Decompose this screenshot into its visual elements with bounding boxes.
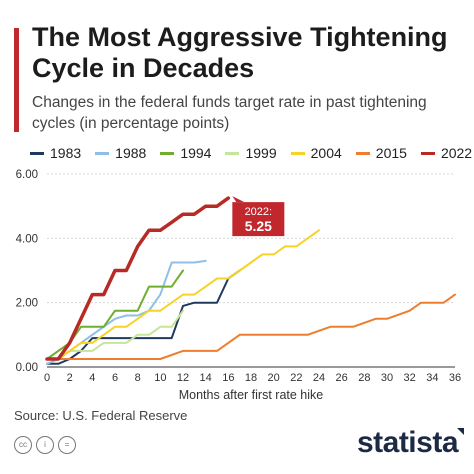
- x-tick-label: 8: [135, 372, 141, 384]
- legend-item-2004: 2004: [290, 145, 342, 161]
- y-tick-label: 2.00: [16, 298, 38, 310]
- x-tick-label: 4: [89, 372, 95, 384]
- series-line-2004: [46, 229, 320, 360]
- x-tick-label: 12: [177, 372, 189, 384]
- legend-item-1994: 1994: [160, 145, 211, 161]
- x-tick-label: 34: [426, 372, 438, 384]
- x-tick-label: 22: [290, 372, 302, 384]
- annotation-pointer: [232, 196, 245, 203]
- legend-label-2015: 2015: [375, 145, 407, 161]
- y-tick-label: 4.00: [16, 233, 38, 245]
- chart-legend: 1983 1988 1994 1999 2004 2015 2022: [30, 144, 473, 162]
- x-tick-label: 20: [268, 372, 280, 384]
- by-icon[interactable]: i: [36, 436, 54, 454]
- statista-logo[interactable]: statista: [356, 426, 459, 459]
- x-tick-label: 6: [112, 372, 118, 384]
- y-tick-label: 0.00: [16, 362, 38, 374]
- x-tick-label: 32: [404, 372, 416, 384]
- legend-swatch-1994: [160, 151, 175, 155]
- legend-label-2022: 2022: [440, 145, 473, 161]
- chart-title: The Most Aggressive Tightening Cycle in …: [32, 22, 448, 83]
- legend-label-1999: 1999: [245, 145, 277, 161]
- statista-logo-mark: [457, 428, 464, 435]
- x-tick-label: 0: [44, 372, 50, 384]
- legend-swatch-1999: [225, 151, 240, 155]
- x-tick-label: 16: [222, 372, 234, 384]
- annotation-box: [232, 202, 285, 237]
- x-tick-label: 14: [200, 372, 212, 384]
- title-accent-bar: [14, 28, 19, 132]
- legend-item-1988: 1988: [95, 145, 146, 161]
- x-tick-label: 18: [245, 372, 257, 384]
- x-tick-label: 36: [449, 372, 461, 384]
- legend-label-2004: 2004: [310, 145, 342, 161]
- annotation-value: 5.25: [245, 218, 272, 234]
- legend-label-1994: 1994: [180, 145, 212, 161]
- legend-item-2015: 2015: [355, 145, 407, 161]
- legend-item-1999: 1999: [225, 145, 277, 161]
- source-note: Source: U.S. Federal Reserve: [14, 408, 188, 423]
- legend-label-1988: 1988: [115, 145, 147, 161]
- legend-swatch-2015: [355, 151, 370, 155]
- nd-icon[interactable]: =: [58, 436, 76, 454]
- x-axis-label: Months after first rate hike: [179, 388, 324, 402]
- license-icons: cc i =: [14, 436, 80, 454]
- x-tick-label: 26: [336, 372, 348, 384]
- x-tick-label: 30: [381, 372, 393, 384]
- series-line-2015: [46, 293, 456, 360]
- legend-swatch-1988: [95, 151, 110, 155]
- legend-label-1983: 1983: [50, 145, 82, 161]
- annotation-label: 2022:: [245, 206, 273, 218]
- x-tick-label: 24: [313, 372, 325, 384]
- x-tick-label: 10: [154, 372, 166, 384]
- y-tick-label: 6.00: [16, 169, 38, 181]
- chart-subtitle: Changes in the federal funds target rate…: [32, 94, 427, 132]
- legend-swatch-1983: [30, 151, 44, 155]
- legend-swatch-2004: [290, 151, 305, 155]
- x-tick-label: 2: [67, 372, 73, 384]
- legend-item-1983: 1983: [30, 145, 81, 161]
- series-line-1983: [46, 269, 241, 365]
- line-chart: 0.002.004.006.000 2 4 6 8 10 12 14 16 18 20 22 24 26 2…: [16, 169, 462, 402]
- x-tick-label: 28: [358, 372, 370, 384]
- series-line-2022: [45, 196, 231, 361]
- legend-swatch-2022: [420, 151, 435, 155]
- cc-icon[interactable]: cc: [14, 436, 32, 454]
- legend-item-2022: 2022: [420, 145, 473, 161]
